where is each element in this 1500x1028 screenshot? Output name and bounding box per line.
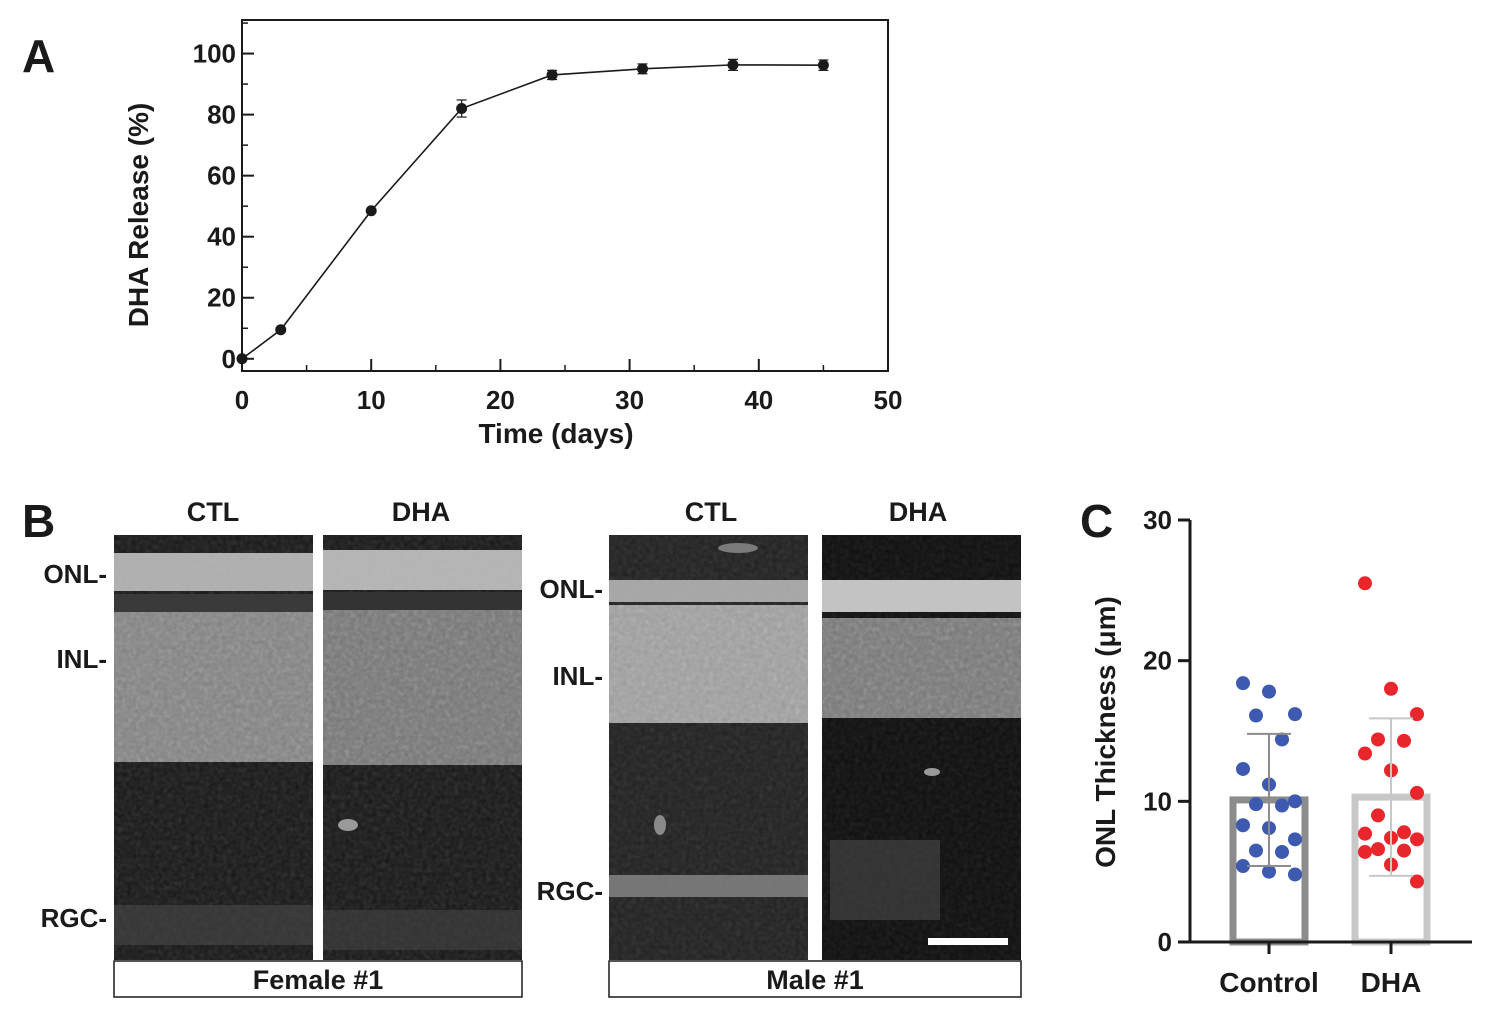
panel-b-letter: B (22, 495, 55, 547)
scale-bar (928, 938, 1008, 945)
data-point (1249, 797, 1263, 812)
data-point (1384, 681, 1398, 696)
data-point (456, 103, 468, 115)
data-point (1288, 832, 1302, 847)
layer-label-onl: ONL- (539, 574, 603, 604)
data-point (1236, 761, 1250, 776)
y-tick-label: 20 (1143, 646, 1172, 676)
layer-label-inl: INL- (552, 661, 603, 691)
micrograph-group-male: CTL DHA ONL- INL- RGC- Male #1 (537, 497, 1022, 998)
y-tick-label: 0 (222, 344, 236, 374)
data-point (1397, 733, 1411, 748)
data-point (1275, 732, 1289, 747)
data-point (1410, 832, 1424, 847)
micrograph-female-dha (323, 535, 522, 960)
x-tick-label: 10 (357, 385, 386, 415)
data-point (1397, 825, 1411, 840)
chart-c-ylabel: ONL Thickness (μm) (1090, 596, 1121, 868)
y-tick-label: 30 (1143, 505, 1172, 535)
data-point (1236, 818, 1250, 833)
data-point (1410, 874, 1424, 889)
data-point (546, 69, 558, 81)
panel-a-chart: 0 10 20 30 40 50 0 20 40 60 80 100 Time (days) DHA … (123, 19, 903, 449)
x-tick-label: DHA (1361, 967, 1422, 998)
column-label-dha: DHA (889, 497, 948, 527)
data-point (727, 59, 739, 71)
data-point (236, 353, 248, 365)
data-point (1371, 842, 1385, 857)
data-point (1410, 707, 1424, 722)
y-tick-label: 100 (193, 39, 236, 69)
y-tick-label: 60 (207, 161, 236, 191)
micrograph-male-dha (822, 535, 1021, 960)
layer-label-rgc: RGC- (41, 903, 107, 933)
panel-a-letter: A (22, 30, 55, 82)
data-point (1397, 843, 1411, 858)
x-tick-label: 30 (615, 385, 644, 415)
panel-c-letter: C (1080, 495, 1113, 547)
y-tick-label: 80 (207, 100, 236, 130)
layer-label-onl: ONL- (43, 559, 107, 589)
data-point (817, 59, 829, 71)
data-point (1262, 864, 1276, 879)
data-point (1236, 676, 1250, 691)
data-point (1288, 794, 1302, 809)
x-tick-label: 50 (874, 385, 903, 415)
data-point (1371, 808, 1385, 823)
layer-label-inl: INL- (56, 644, 107, 674)
data-point (1249, 708, 1263, 723)
chart-a-xlabel: Time (days) (478, 418, 633, 449)
y-tick-label: 40 (207, 222, 236, 252)
panel-c-chart: Control DHA 0 10 20 30 ONL Thickness (μm) (1090, 505, 1472, 998)
caption-male: Male #1 (766, 965, 864, 995)
y-tick-label: 10 (1143, 786, 1172, 816)
data-point (1262, 684, 1276, 699)
micrograph-female-ctl (114, 535, 313, 960)
column-label-dha: DHA (392, 497, 451, 527)
data-point (637, 63, 649, 75)
data-point (1358, 844, 1372, 859)
data-point (275, 324, 287, 336)
data-point (1358, 826, 1372, 841)
data-point (1236, 859, 1250, 874)
layer-label-rgc: RGC- (537, 876, 603, 906)
data-point (1288, 707, 1302, 722)
caption-female: Female #1 (253, 965, 384, 995)
data-point (1358, 576, 1372, 591)
caption-box-female (113, 960, 523, 998)
chart-a-ylabel: DHA Release (%) (123, 103, 154, 328)
data-point (1249, 843, 1263, 858)
caption-box-male (608, 960, 1022, 998)
data-point (1371, 732, 1385, 747)
x-tick-label: 40 (744, 385, 773, 415)
x-tick-label: 20 (486, 385, 515, 415)
data-point (1275, 798, 1289, 813)
data-point (1410, 785, 1424, 800)
data-point (1288, 867, 1302, 882)
data-point (1275, 844, 1289, 859)
x-tick-label: 0 (235, 385, 249, 415)
column-label-ctl: CTL (187, 497, 239, 527)
micrograph-group-female: CTL DHA ONL- INL- RGC- Female #1 (41, 497, 523, 998)
series-line (241, 64, 824, 360)
x-tick-label: Control (1219, 967, 1319, 998)
data-point (365, 205, 377, 217)
data-point (1358, 746, 1372, 761)
y-tick-label: 20 (207, 283, 236, 313)
chart-a-frame (241, 19, 889, 372)
column-label-ctl: CTL (685, 497, 737, 527)
micrograph-male-ctl (609, 535, 808, 960)
y-tick-label: 0 (1158, 927, 1172, 957)
